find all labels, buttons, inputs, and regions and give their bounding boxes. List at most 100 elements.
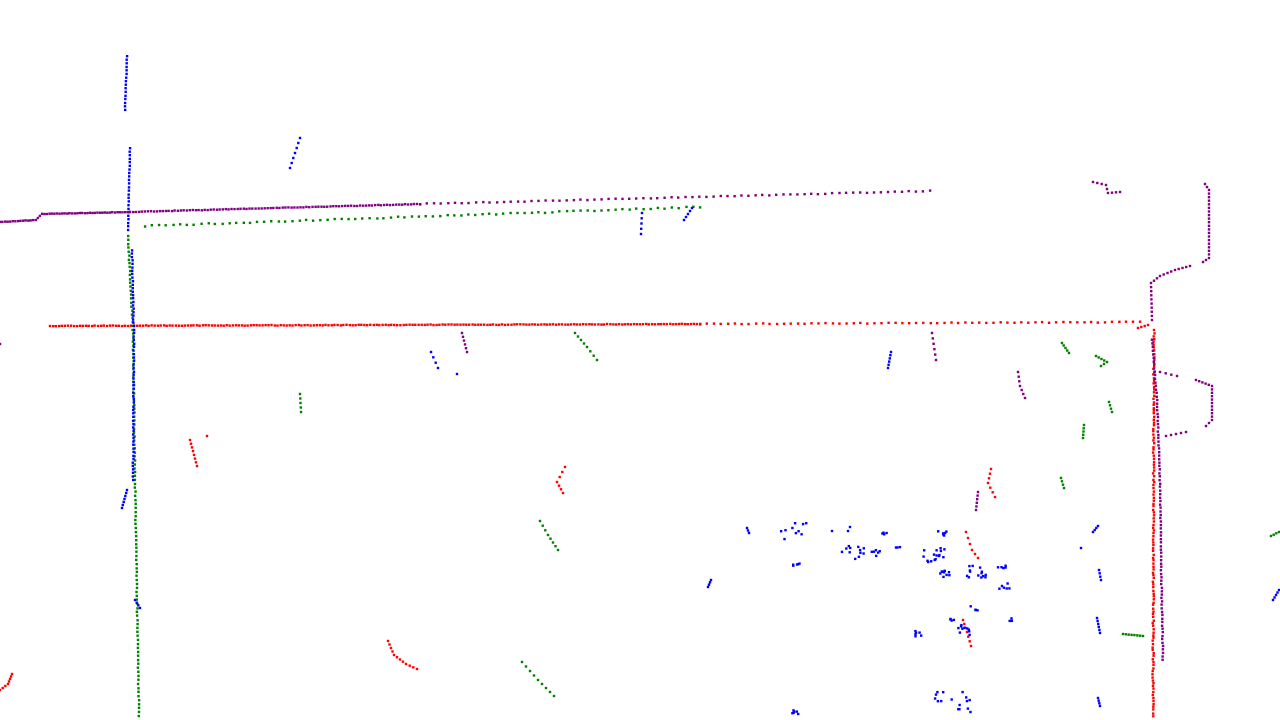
purple-point (1153, 373, 1157, 377)
purple-point (1159, 559, 1163, 562)
purple-point (663, 196, 666, 199)
blue-point (963, 626, 966, 629)
purple-point (907, 189, 910, 193)
blue-point (133, 598, 137, 602)
green-point (299, 410, 303, 414)
purple-point (934, 358, 938, 362)
purple-point (218, 208, 221, 211)
blue-point (132, 429, 135, 432)
red-point (426, 323, 429, 326)
blue-point (132, 433, 135, 436)
red-point (288, 324, 291, 327)
red-point (267, 324, 270, 327)
red-point (1151, 679, 1155, 682)
blue-point (1277, 588, 1280, 592)
green-point (389, 216, 393, 219)
blue-point (132, 436, 135, 440)
green-point (565, 209, 569, 213)
red-point (1152, 663, 1155, 667)
blue-point (791, 712, 794, 715)
red-point (719, 322, 722, 326)
purple-point (182, 209, 185, 212)
red-point (120, 324, 124, 328)
red-point (489, 323, 492, 326)
blue-point (132, 422, 135, 426)
blue-point (125, 65, 128, 69)
red-point (345, 323, 348, 326)
purple-point (670, 196, 673, 199)
green-point (698, 206, 702, 209)
purple-point (1207, 253, 1211, 256)
red-point (348, 323, 351, 327)
red-point (817, 322, 820, 325)
blue-point (830, 529, 834, 533)
green-point (137, 670, 140, 673)
green-point (649, 207, 652, 211)
red-point (414, 323, 417, 326)
green-point (1141, 634, 1145, 638)
red-point (429, 323, 432, 326)
green-point (1082, 427, 1085, 430)
green-point (523, 211, 526, 215)
green-point (137, 674, 140, 678)
green-point (132, 364, 135, 367)
blue-point (127, 189, 131, 192)
blue-point (1098, 572, 1101, 575)
green-point (137, 714, 140, 718)
red-point (1062, 320, 1065, 324)
purple-point (1150, 294, 1153, 297)
purple-point (656, 197, 659, 200)
purple-point (0, 220, 2, 224)
blue-point (967, 576, 971, 579)
purple-point (1159, 562, 1163, 565)
blue-point (965, 696, 968, 699)
red-point (961, 618, 965, 622)
purple-point (96, 211, 99, 214)
red-point (880, 322, 883, 325)
blue-point (943, 531, 947, 535)
green-point (130, 293, 133, 296)
purple-point (1204, 258, 1208, 262)
red-point (540, 323, 543, 326)
green-point (460, 214, 463, 217)
blue-point (976, 609, 979, 612)
red-point (1027, 321, 1030, 324)
red-point (153, 324, 156, 327)
green-point (135, 610, 139, 613)
purple-point (155, 210, 159, 213)
red-point (810, 322, 813, 325)
red-point (1151, 621, 1154, 625)
purple-point (482, 200, 485, 204)
blue-point (783, 537, 786, 541)
purple-point (91, 211, 94, 215)
red-point (943, 321, 946, 325)
purple-point (377, 203, 380, 207)
blue-point (795, 710, 798, 713)
green-point (1061, 483, 1065, 486)
red-point (1152, 517, 1155, 520)
red-point (989, 486, 992, 489)
red-point (1151, 669, 1154, 673)
blue-point (1274, 593, 1278, 597)
green-point (1110, 410, 1114, 414)
purple-point (607, 197, 610, 201)
purple-point (593, 198, 596, 201)
green-point (1082, 430, 1085, 433)
red-point (66, 324, 70, 327)
purple-point (1158, 451, 1161, 454)
blue-point (640, 211, 644, 215)
red-point (548, 323, 552, 326)
red-point (712, 322, 716, 325)
green-point (130, 305, 133, 308)
red-point (405, 323, 408, 326)
red-point (339, 324, 342, 327)
green-point (128, 278, 132, 281)
blue-point (794, 531, 798, 535)
purple-point (1159, 482, 1162, 485)
red-point (1151, 571, 1155, 574)
green-point (614, 208, 617, 211)
purple-point (329, 205, 332, 208)
green-point (135, 582, 139, 586)
red-point (1, 686, 4, 690)
red-point (1054, 321, 1058, 324)
